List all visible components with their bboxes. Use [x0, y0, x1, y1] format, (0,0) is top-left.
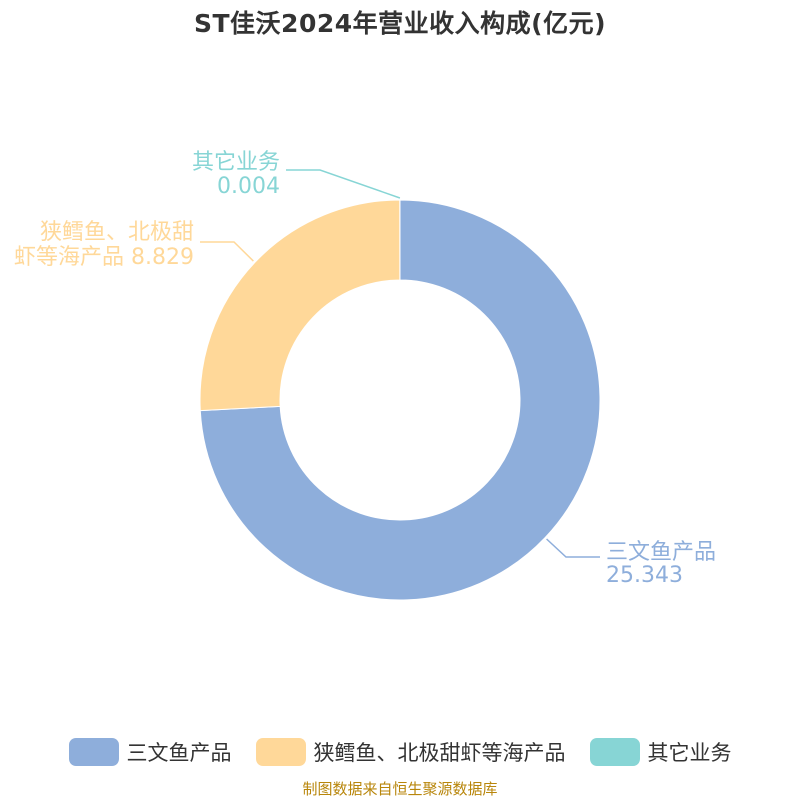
slice-label-0-line-1: 25.343 — [606, 563, 683, 588]
slice-label-2-line-0: 其它业务 — [192, 150, 280, 175]
legend: 三文鱼产品 狭鳕鱼、北极甜虾等海产品 其它业务 — [0, 737, 800, 767]
slice-label-1-line-1: 虾等海产品 8.829 — [14, 245, 194, 270]
legend-item-other[interactable]: 其它业务 — [589, 737, 732, 767]
leader-line-0 — [546, 538, 600, 558]
legend-item-salmon[interactable]: 三文鱼产品 — [68, 737, 232, 767]
slice-label-1-line-0: 狭鳕鱼、北极甜 — [40, 220, 194, 245]
leader-line-1 — [200, 241, 254, 262]
slice-1[interactable] — [199, 199, 401, 412]
slice-0[interactable] — [199, 199, 601, 601]
chart-title: ST佳沃2024年营业收入构成(亿元) — [194, 9, 606, 38]
leader-line-2 — [286, 169, 401, 199]
legend-label-other: 其它业务 — [647, 741, 732, 765]
legend-label-salmon: 三文鱼产品 — [126, 741, 232, 765]
slice-label-0-line-0: 三文鱼产品 — [606, 540, 716, 565]
legend-label-seafood: 狭鳕鱼、北极甜虾等海产品 — [313, 741, 566, 765]
legend-swatch-seafood — [255, 738, 306, 766]
source-note: 制图数据来自恒生聚源数据库 — [302, 780, 498, 798]
legend-swatch-other — [589, 738, 640, 766]
legend-swatch-salmon — [68, 738, 119, 766]
slice-label-2-line-1: 0.004 — [217, 174, 280, 199]
legend-item-seafood[interactable]: 狭鳕鱼、北极甜虾等海产品 — [255, 737, 566, 767]
